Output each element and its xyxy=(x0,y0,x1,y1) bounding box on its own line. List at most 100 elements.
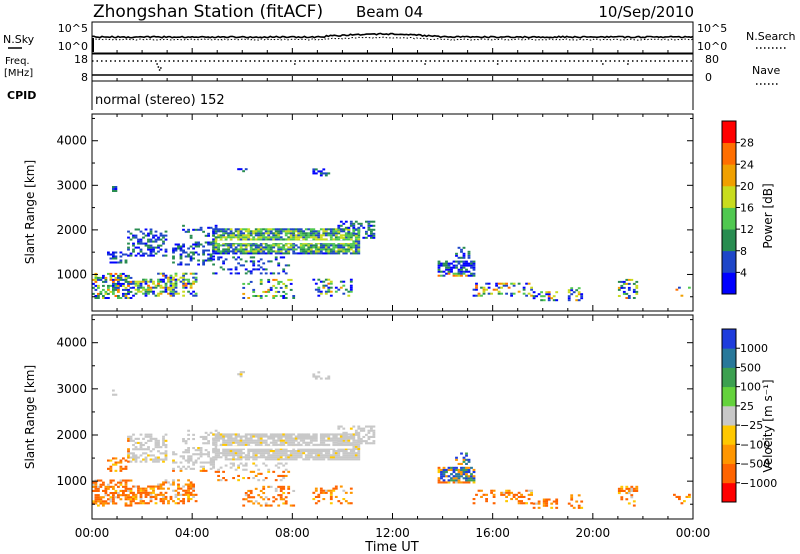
scatter-cell xyxy=(174,489,178,492)
scatter-cell xyxy=(324,290,328,293)
scatter-cell xyxy=(199,228,203,231)
scatter-cell xyxy=(344,439,348,442)
scatter-cell xyxy=(269,433,273,436)
scatter-cell xyxy=(472,260,476,263)
scatter-cell xyxy=(132,248,135,251)
scatter-cell xyxy=(327,447,331,450)
scatter-cell xyxy=(217,250,220,253)
scatter-cell xyxy=(234,468,238,471)
scatter-cell xyxy=(339,450,343,453)
scatter-cell xyxy=(102,295,105,297)
scatter-cell xyxy=(284,454,288,457)
scatter-cell xyxy=(132,242,135,245)
colorbar-segment xyxy=(722,425,736,445)
scatter-cell xyxy=(149,246,153,249)
scatter-cell xyxy=(179,263,183,266)
scatter-cell xyxy=(132,498,135,501)
scatter-cell xyxy=(242,477,245,480)
scatter-cell xyxy=(139,500,143,503)
scatter-cell xyxy=(222,252,225,255)
scatter-cell xyxy=(319,447,323,450)
scatter-cell xyxy=(109,272,113,275)
scatter-cell xyxy=(244,242,248,245)
scatter-cell xyxy=(332,441,336,444)
scatter-cell xyxy=(284,242,288,245)
scatter-cell xyxy=(234,250,238,253)
scatter-cell xyxy=(164,452,168,455)
scatter-cell xyxy=(102,274,105,277)
scatter-cell xyxy=(124,288,128,291)
scatter-cell xyxy=(209,241,213,244)
scatter-cell xyxy=(267,228,271,231)
scatter-cell xyxy=(124,292,128,295)
scatter-cell xyxy=(347,294,351,297)
scatter-cell xyxy=(282,464,286,467)
scatter-cell xyxy=(277,437,281,440)
scatter-cell xyxy=(337,248,341,251)
scatter-cell xyxy=(247,456,251,459)
scatter-cell xyxy=(154,294,158,297)
scatter-cell xyxy=(94,295,98,297)
scatter-cell xyxy=(204,435,208,438)
scatter-cell xyxy=(219,266,223,269)
scatter-cell xyxy=(112,496,115,499)
scatter-cell xyxy=(287,248,291,251)
scatter-cell xyxy=(267,248,271,251)
scatter-cell xyxy=(147,246,150,249)
scatter-cell xyxy=(184,251,188,254)
scatter-cell xyxy=(272,246,276,249)
scatter-cell xyxy=(114,461,118,464)
scatter-cell xyxy=(342,439,346,442)
scatter-cell xyxy=(244,462,248,465)
scatter-cell xyxy=(94,274,98,277)
scatter-cell xyxy=(354,454,358,457)
scatter-cell xyxy=(622,292,626,295)
scatter-cell xyxy=(322,230,326,233)
scatter-cell xyxy=(680,294,684,297)
scatter-cell xyxy=(222,230,225,233)
scatter-cell xyxy=(347,228,351,231)
scatter-cell xyxy=(287,238,291,241)
scatter-cell xyxy=(342,222,346,225)
velocity-x-ticks xyxy=(91,315,694,519)
scatter-cell xyxy=(284,284,288,287)
scatter-cell xyxy=(324,252,328,255)
scatter-cell xyxy=(264,496,268,499)
scatter-cell xyxy=(580,500,584,503)
scatter-cell xyxy=(437,471,441,474)
scatter-cell xyxy=(132,491,135,494)
scatter-cell xyxy=(104,489,108,492)
scatter-cell xyxy=(162,498,165,501)
scatter-cell xyxy=(177,479,180,482)
scatter-cell xyxy=(332,443,336,446)
scatter-cell xyxy=(277,238,281,241)
scatter-cell xyxy=(144,234,148,237)
scatter-cell xyxy=(344,433,348,436)
scatter-cell xyxy=(184,442,188,445)
scatter-cell xyxy=(212,459,215,462)
scatter-cell xyxy=(324,284,328,287)
scatter-cell xyxy=(192,257,195,260)
scatter-cell xyxy=(332,437,336,440)
power-colorbar-tick: 8 xyxy=(740,245,747,258)
scatter-cell xyxy=(319,433,323,436)
scatter-cell xyxy=(688,286,691,289)
scatter-cell xyxy=(237,452,240,455)
scatter-cell xyxy=(342,456,346,459)
scatter-cell xyxy=(104,485,108,488)
scatter-cell xyxy=(209,257,213,260)
scatter-cell xyxy=(157,280,160,283)
scatter-cell xyxy=(277,272,281,275)
scatter-cell xyxy=(465,475,468,478)
scatter-cell xyxy=(342,250,346,253)
scatter-cell xyxy=(217,228,220,231)
scatter-cell xyxy=(287,437,291,440)
scatter-cell xyxy=(372,228,376,231)
scatter-cell xyxy=(237,262,240,265)
scatter-cell xyxy=(277,462,281,465)
velocity-colorbar-tick: −25 xyxy=(740,419,763,432)
scatter-cell xyxy=(580,506,584,509)
scatter-cell xyxy=(182,502,185,505)
scatter-cell xyxy=(617,288,621,291)
